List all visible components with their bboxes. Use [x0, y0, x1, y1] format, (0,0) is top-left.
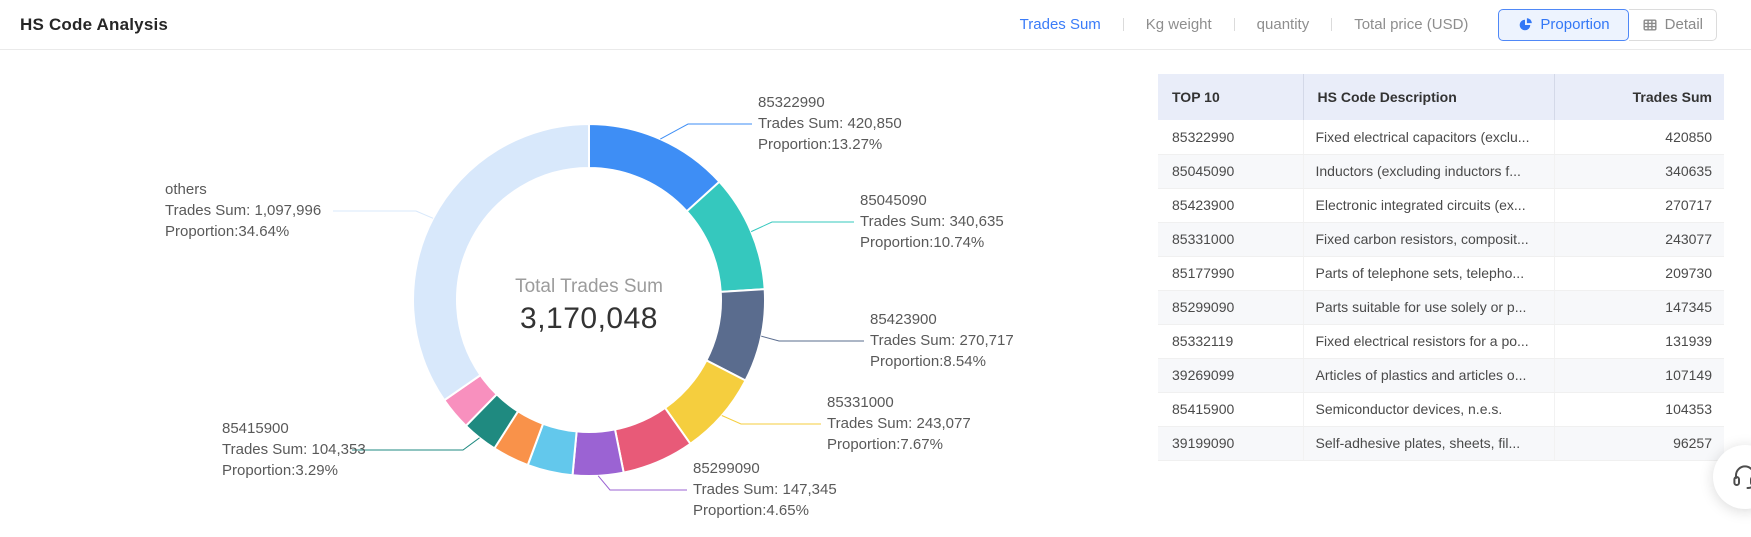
table-row[interactable]: 85322990 Fixed electrical capacitors (exc… — [1158, 120, 1724, 155]
cell-trades-sum: 147345 — [1554, 290, 1724, 325]
detail-button-label: Detail — [1664, 16, 1703, 33]
nav-kg-weight[interactable]: Kg weight — [1145, 16, 1212, 33]
label-line-85322990 — [660, 123, 752, 140]
cell-description: Articles of plastics and articles o... — [1303, 358, 1555, 393]
cell-description: Fixed electrical resistors for a po... — [1303, 324, 1555, 359]
cell-hs-code: 39269099 — [1158, 358, 1304, 393]
page-header: HS Code Analysis Trades Sum Kg weight qu… — [0, 0, 1751, 50]
donut-center-value: 3,170,048 — [520, 302, 658, 335]
label-line-85299090 — [597, 475, 687, 491]
table-row[interactable]: 85423900 Electronic integrated circuits (… — [1158, 188, 1724, 223]
cell-trades-sum: 107149 — [1554, 358, 1724, 393]
table-row[interactable]: 85299090 Parts suitable for use solely or… — [1158, 290, 1724, 325]
table-row[interactable]: 85415900 Semiconductor devices, n.e.s. 104… — [1158, 392, 1724, 427]
cell-description: Inductors (excluding inductors f... — [1303, 154, 1555, 189]
slice-label-85299090: 85299090 Trades Sum: 147,345 Proportion:4.… — [693, 460, 837, 519]
slice-label-others: others Trades Sum: 1,097,996 Proportion:34… — [165, 181, 322, 240]
metric-nav: Trades Sum Kg weight quantity Total pric… — [1020, 16, 1469, 33]
cell-trades-sum: 420850 — [1554, 120, 1724, 155]
nav-total-price-usd[interactable]: Total price (USD) — [1354, 16, 1469, 33]
table-row[interactable]: 85045090 Inductors (excluding inductors f… — [1158, 154, 1724, 189]
slice-label-85331000: 85331000 Trades Sum: 243,077 Proportion:7.… — [827, 394, 971, 453]
cell-description: Parts of telephone sets, telepho... — [1303, 256, 1555, 291]
label-line-85415900 — [352, 437, 480, 451]
cell-description: Parts suitable for use solely or p... — [1303, 290, 1555, 325]
slice-label-85423900: 85423900 Trades Sum: 270,717 Proportion:8.… — [870, 311, 1014, 370]
page-title: HS Code Analysis — [20, 14, 169, 34]
cell-trades-sum: 340635 — [1554, 154, 1724, 189]
cell-description: Self-adhesive plates, sheets, fil... — [1303, 426, 1555, 461]
donut-center-title: Total Trades Sum — [515, 276, 663, 297]
cell-trades-sum: 96257 — [1554, 426, 1724, 461]
cell-trades-sum: 131939 — [1554, 324, 1724, 359]
pie-slice-85299090[interactable] — [571, 428, 625, 477]
cell-hs-code: 85331000 — [1158, 222, 1304, 257]
table-row[interactable]: 39269099 Articles of plastics and article… — [1158, 358, 1724, 393]
cell-trades-sum: 270717 — [1554, 188, 1724, 223]
nav-separator — [1122, 18, 1124, 31]
slice-label-85415900: 85415900 Trades Sum: 104,353 Proportion:3.… — [222, 420, 366, 479]
proportion-button-label: Proportion — [1540, 16, 1610, 33]
cell-trades-sum: 243077 — [1554, 222, 1724, 257]
label-line-others — [333, 210, 434, 219]
cell-hs-code: 85322990 — [1158, 120, 1304, 155]
table-row[interactable]: 39199090 Self-adhesive plates, sheets, fi… — [1158, 426, 1724, 461]
slice-label-85045090: 85045090 Trades Sum: 340,635 Proportion:10… — [860, 192, 1004, 251]
label-line-85331000 — [721, 415, 821, 425]
cell-hs-code: 85177990 — [1158, 256, 1304, 291]
pie-slice-others[interactable] — [412, 122, 590, 402]
cell-hs-code: 85299090 — [1158, 290, 1304, 325]
cell-trades-sum: 209730 — [1554, 256, 1724, 291]
headset-icon — [1731, 463, 1751, 491]
cell-description: Fixed carbon resistors, composit... — [1303, 222, 1555, 257]
slice-label-85322990: 85322990 Trades Sum: 420,850 Proportion:13… — [758, 94, 902, 153]
table-row[interactable]: 85177990 Parts of telephone sets, telepho… — [1158, 256, 1724, 291]
cell-hs-code: 85332119 — [1158, 324, 1304, 359]
table-row[interactable]: 85331000 Fixed carbon resistors, composit… — [1158, 222, 1724, 257]
nav-separator — [1233, 18, 1235, 31]
column-header-trades-sum: Trades Sum — [1554, 74, 1724, 120]
cell-hs-code: 85045090 — [1158, 154, 1304, 189]
cell-hs-code: 85423900 — [1158, 188, 1304, 223]
table-row[interactable]: 85332119 Fixed electrical resistors for a… — [1158, 324, 1724, 359]
nav-quantity[interactable]: quantity — [1256, 16, 1310, 33]
proportion-button[interactable]: Proportion — [1498, 8, 1629, 41]
cell-hs-code: 39199090 — [1158, 426, 1304, 461]
table-header-row: TOP 10 HS Code Description Trades Sum — [1158, 74, 1724, 120]
cell-hs-code: 85415900 — [1158, 392, 1304, 427]
cell-trades-sum: 104353 — [1554, 392, 1724, 427]
detail-button[interactable]: Detail — [1628, 8, 1717, 41]
label-line-85423900 — [761, 335, 864, 342]
column-header-description: HS Code Description — [1303, 74, 1555, 120]
nav-trades-sum[interactable]: Trades Sum — [1019, 16, 1101, 33]
view-toggle-group: Proportion Detail — [1498, 8, 1717, 41]
nav-separator — [1331, 18, 1333, 31]
top10-table: TOP 10 HS Code Description Trades Sum 85… — [1158, 74, 1724, 461]
label-line-85045090 — [750, 221, 854, 233]
table-icon — [1642, 17, 1658, 33]
cell-description: Fixed electrical capacitors (exclu... — [1303, 120, 1555, 155]
donut-center: Total Trades Sum 3,170,048 — [429, 276, 749, 336]
pie-chart-icon — [1517, 17, 1533, 33]
cell-description: Semiconductor devices, n.e.s. — [1303, 392, 1555, 427]
cell-description: Electronic integrated circuits (ex... — [1303, 188, 1555, 223]
column-header-top10: TOP 10 — [1158, 74, 1304, 120]
